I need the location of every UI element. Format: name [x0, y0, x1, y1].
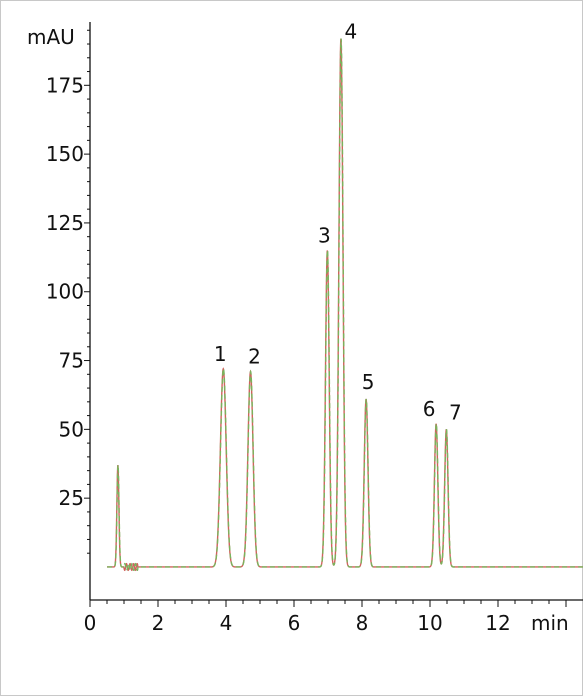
x-tick-label: 10 — [417, 611, 442, 635]
peak-label-6: 6 — [423, 397, 436, 421]
peak-label-4: 4 — [345, 20, 358, 44]
peak-label-2: 2 — [248, 345, 261, 369]
trace-line-2 — [107, 38, 583, 572]
y-tick-label: 150 — [46, 142, 84, 166]
y-tick-label: 50 — [59, 417, 84, 441]
traces — [107, 38, 583, 572]
x-ticks: 0 2 4 6 8 10 12 — [84, 600, 567, 635]
x-tick-label: 4 — [220, 611, 233, 635]
y-ticks: 25 50 75 100 125 150 175 — [46, 29, 90, 554]
y-axis-label: mAU — [27, 25, 75, 49]
trace-line-1 — [107, 38, 583, 572]
peak-label-1: 1 — [214, 342, 227, 366]
y-tick-label: 75 — [59, 349, 84, 373]
x-tick-label: 12 — [485, 611, 510, 635]
x-tick-label: 0 — [84, 611, 97, 635]
x-axis-label: min — [531, 611, 569, 635]
peak-label-7: 7 — [449, 400, 462, 424]
peak-label-3: 3 — [318, 223, 331, 247]
axes — [89, 22, 583, 601]
y-tick-label: 100 — [46, 280, 84, 304]
y-tick-label: 175 — [46, 73, 84, 97]
x-tick-label: 6 — [288, 611, 301, 635]
peak-label-5: 5 — [362, 370, 375, 394]
x-tick-label: 8 — [356, 611, 369, 635]
peak-labels: 1 2 3 4 5 6 7 — [214, 20, 462, 425]
y-tick-label: 25 — [59, 486, 84, 510]
x-tick-label: 2 — [152, 611, 165, 635]
y-tick-label: 125 — [46, 211, 84, 235]
